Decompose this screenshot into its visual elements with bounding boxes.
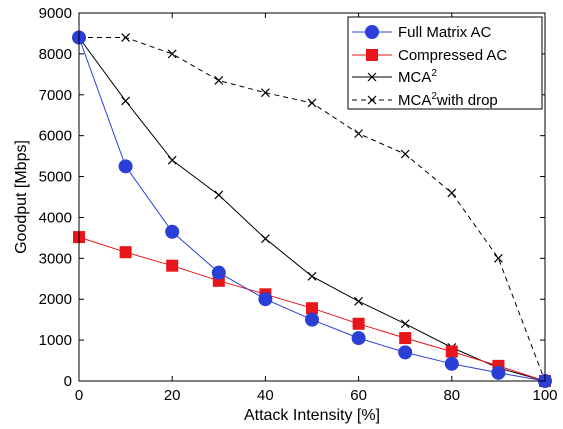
data-point: [447, 188, 457, 198]
y-tick-label: 6000: [39, 128, 72, 145]
data-point: [491, 365, 506, 380]
plot-frame: [78, 12, 546, 382]
y-tick-label: 3000: [39, 250, 72, 267]
data-point: [445, 345, 458, 358]
data-point: [493, 253, 503, 263]
data-point: [306, 302, 318, 315]
data-point: [121, 33, 131, 42]
data-point: [307, 98, 317, 108]
data-point: [258, 292, 273, 307]
x-tick-label: 40: [257, 387, 274, 404]
x-tick-label: 60: [350, 387, 367, 404]
data-point: [118, 159, 133, 174]
data-point: [260, 234, 270, 244]
series-0: [72, 30, 552, 388]
data-point: [367, 95, 377, 105]
y-tick-label: 0: [64, 373, 72, 390]
data-point: [165, 224, 180, 239]
legend-label: Full Matrix AC: [398, 24, 492, 41]
data-point: [444, 356, 459, 371]
data-point: [166, 259, 179, 272]
y-tick-label: 8000: [39, 46, 72, 63]
legend-entry: Compressed AC: [352, 47, 507, 64]
y-axis-title: Goodput [Mbps]: [13, 140, 30, 254]
data-point: [307, 271, 317, 281]
data-point: [214, 190, 224, 200]
legend-label: MCA2with drop: [398, 91, 498, 109]
x-tick-label: 20: [164, 387, 181, 404]
legend-entry: MCA2: [352, 68, 437, 86]
legend-label: MCA2: [398, 68, 437, 86]
data-point: [367, 72, 377, 82]
data-point: [399, 332, 412, 345]
y-tick-label: 2000: [39, 291, 72, 308]
data-point: [400, 319, 410, 329]
y-tick-label: 7000: [39, 87, 72, 104]
legend-entry: MCA2with drop: [352, 91, 498, 109]
data-point: [352, 317, 365, 330]
y-tick-label: 1000: [39, 332, 72, 349]
ticks-layer: 0 20 40 60 80 1000100020003000400050006000700…: [39, 5, 558, 404]
data-point: [260, 88, 270, 98]
x-tick-label: 80: [443, 387, 460, 404]
data-point: [354, 129, 364, 139]
x-axis-title: Attack Intensity [%]: [244, 407, 380, 424]
x-tick-label: 100: [532, 387, 557, 404]
y-tick-label: 9000: [39, 5, 72, 22]
data-point: [365, 25, 379, 39]
data-point: [119, 246, 132, 259]
y-tick-label: 4000: [39, 209, 72, 226]
data-point: [214, 76, 224, 85]
data-point: [366, 49, 378, 61]
data-point: [398, 345, 413, 360]
data-point: [167, 155, 177, 165]
legend: Full Matrix AC Compressed AC MCA2 MCA2with …: [347, 16, 543, 110]
x-tick-label: 0: [75, 387, 83, 404]
legend-entry: Full Matrix AC: [352, 24, 492, 41]
data-point: [167, 49, 177, 59]
data-point: [211, 265, 226, 280]
y-tick-label: 5000: [39, 169, 72, 186]
data-point: [121, 96, 131, 106]
data-point: [305, 312, 319, 327]
data-point: [351, 331, 366, 346]
legend-label: Compressed AC: [398, 47, 507, 64]
data-point: [354, 296, 364, 306]
data-point: [400, 149, 410, 159]
